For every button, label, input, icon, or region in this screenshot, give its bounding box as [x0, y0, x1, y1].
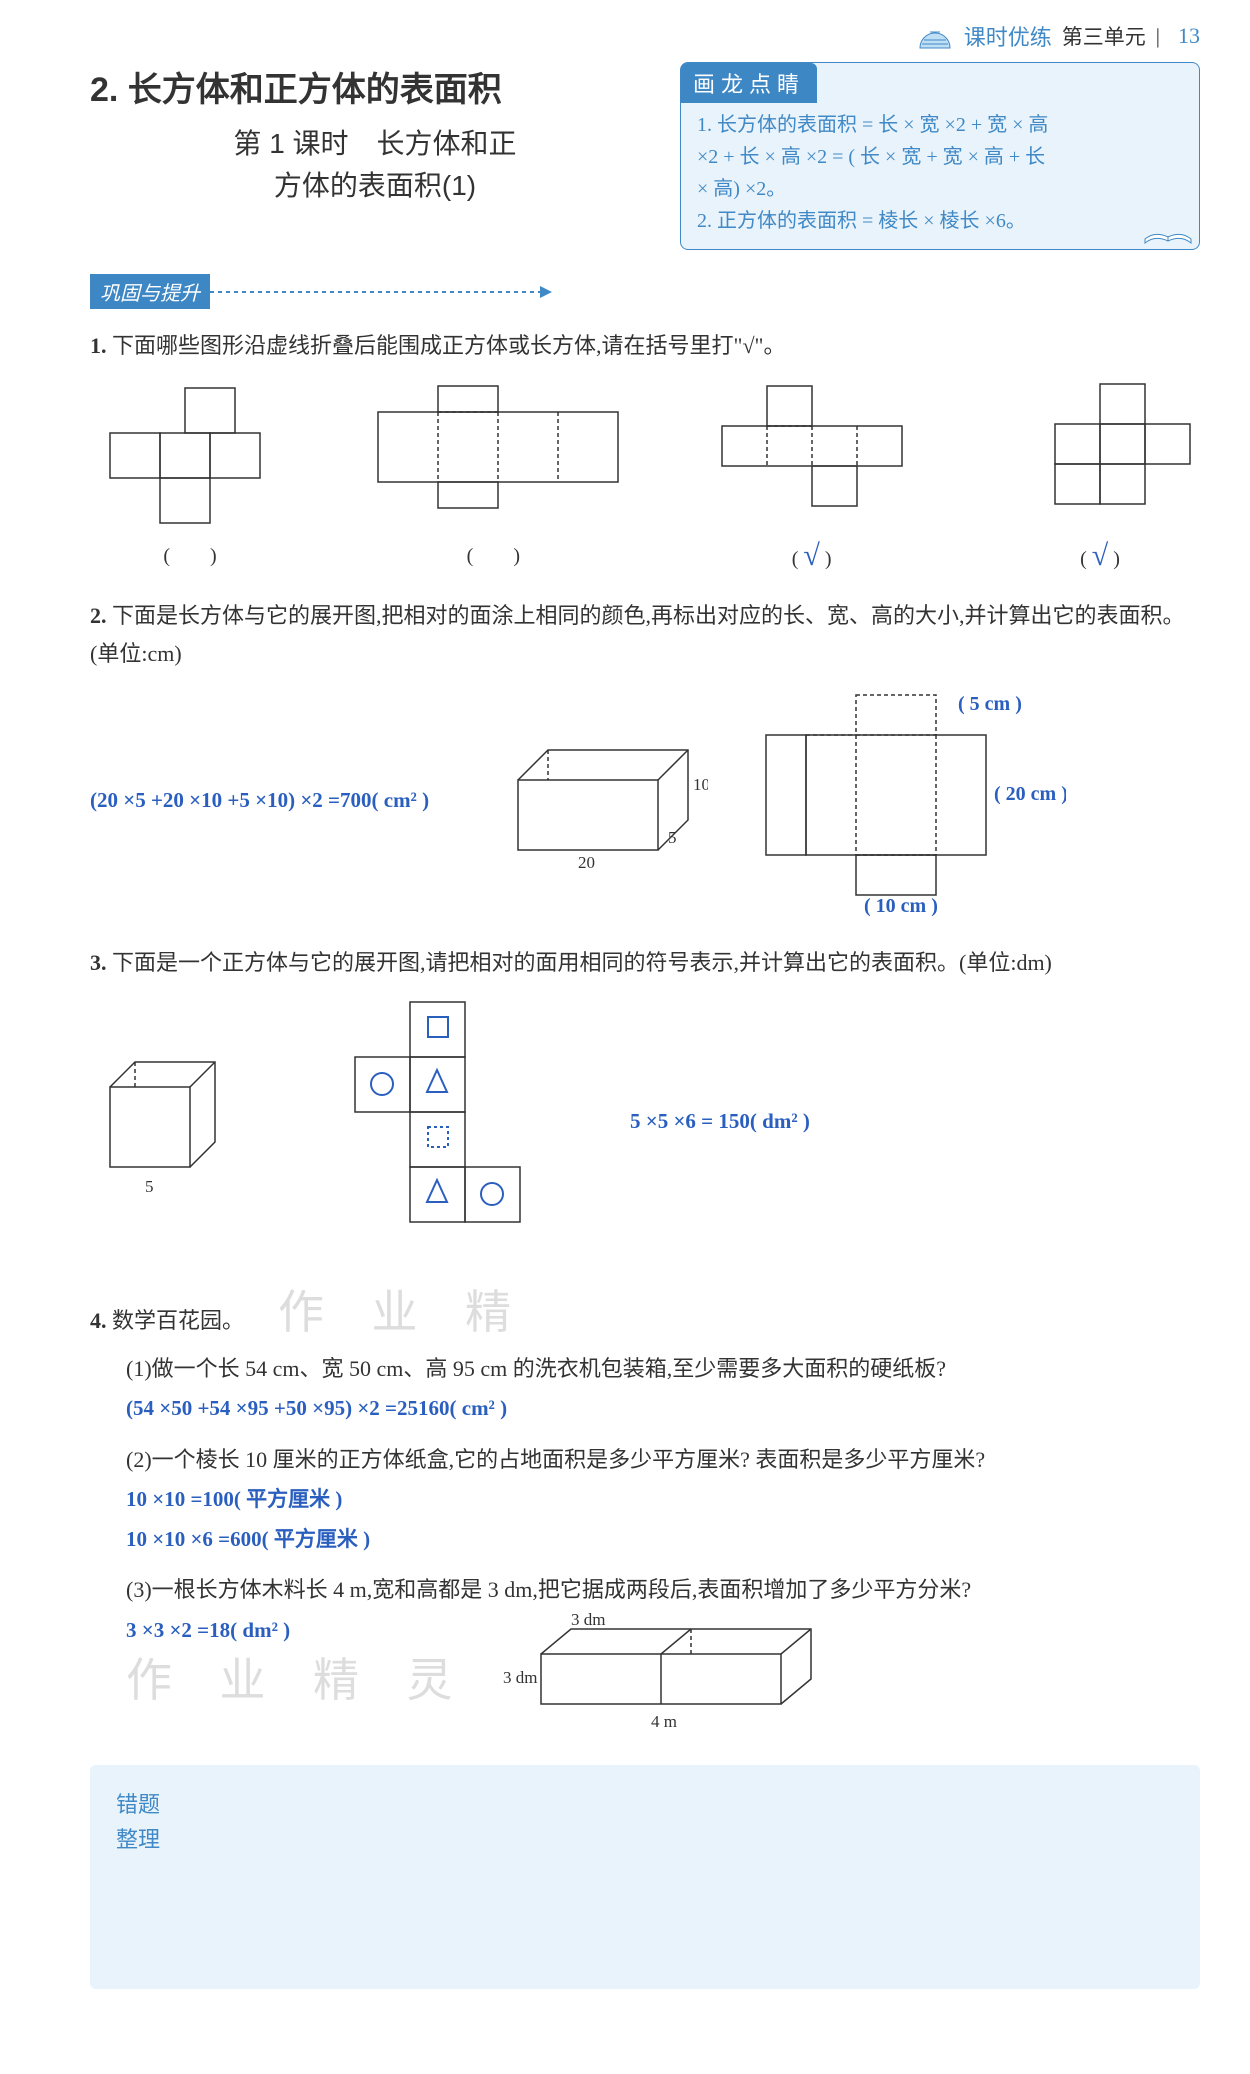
section-tag: 巩固与提升 [90, 274, 210, 309]
q4-head: 数学百花园。 [112, 1308, 244, 1333]
net-figure-1 [90, 378, 290, 528]
svg-text:10: 10 [693, 775, 708, 794]
callout-line: 2. 正方体的表面积 = 棱长 × 棱长 ×6。 [697, 205, 1183, 237]
q4-2-answer-1: 10 ×10 =100( 平方厘米 ) [126, 1482, 1200, 1518]
header-brand: 课时优练 [964, 20, 1052, 52]
cuboid-figure: 10 5 20 [498, 725, 708, 875]
watermark: 作 业 精 灵 [126, 1642, 471, 1720]
q2-text: 下面是长方体与它的展开图,把相对的面涂上相同的颜色,再标出对应的长、宽、高的大小… [90, 603, 1185, 665]
callout-tab: 画龙点睛 [681, 63, 817, 103]
cuboid-net-figure: ( 5 cm ) ( 20 cm ) ( 10 cm ) [736, 680, 1066, 920]
q3-answer: 5 ×5 ×6 = 150( dm² ) [630, 1109, 810, 1134]
q2-answer: (20 ×5 +20 ×10 +5 ×10) ×2 =700( cm² ) [90, 788, 470, 813]
q1-bracket-1: ( ) [90, 539, 290, 568]
q4-1-answer: (54 ×50 +54 ×95 +50 ×95) ×2 =25160( cm² … [126, 1391, 1200, 1427]
q1-bracket-4: ( √ ) [1000, 539, 1200, 573]
svg-text:3 dm: 3 dm [571, 1610, 605, 1629]
svg-text:3 dm: 3 dm [503, 1668, 537, 1687]
wood-figure: 3 dm 3 dm 4 m [501, 1609, 831, 1739]
q1-bracket-2: ( ) [363, 539, 623, 568]
header-unit: 第三单元 [1062, 21, 1146, 51]
sub-title-2: 方体的表面积(1) [90, 165, 660, 207]
q3-number: 3. [90, 950, 112, 975]
q4-number: 4. [90, 1308, 112, 1333]
page-number: 13 [1178, 23, 1200, 49]
svg-text:4 m: 4 m [651, 1712, 677, 1731]
header-sep: | [1156, 24, 1160, 49]
main-title: 2. 长方体和正方体的表面积 [90, 62, 660, 111]
q2-number: 2. [90, 603, 112, 628]
svg-text:( 20 cm ): ( 20 cm ) [994, 783, 1066, 805]
q4-1-text: (1)做一个长 54 cm、宽 50 cm、高 95 cm 的洗衣机包装箱,至少… [126, 1350, 1200, 1387]
q1-bracket-3: ( √ ) [697, 539, 927, 573]
callout-line: × 高) ×2。 [697, 173, 1183, 205]
watermark: 作 业 精 [278, 1287, 529, 1338]
q4-3-text: (3)一根长方体木料长 4 m,宽和高都是 3 dm,把它据成两段后,表面积增加… [126, 1571, 1200, 1608]
callout-line: 1. 长方体的表面积 = 长 × 宽 ×2 + 宽 × 高 [697, 109, 1183, 141]
svg-text:5: 5 [668, 828, 677, 847]
q1-text: 下面哪些图形沿虚线折叠后能围成正方体或长方体,请在括号里打"√"。 [112, 333, 786, 358]
net-figure-4 [1000, 378, 1200, 528]
igloo-icon [916, 22, 954, 50]
q4-2-text: (2)一个棱长 10 厘米的正方体纸盒,它的占地面积是多少平方厘米? 表面积是多… [126, 1441, 1200, 1478]
net-figure-3 [697, 378, 927, 528]
svg-text:20: 20 [578, 853, 595, 872]
svg-text:( 5 cm ): ( 5 cm ) [958, 693, 1022, 715]
book-icon [1143, 209, 1193, 245]
svg-text:5: 5 [145, 1177, 154, 1196]
callout-box: 画龙点睛 1. 长方体的表面积 = 长 × 宽 ×2 + 宽 × 高 ×2 + … [680, 62, 1200, 250]
arrow-line-icon [210, 291, 550, 293]
page-header: 课时优练 第三单元 | 13 [90, 20, 1200, 52]
q3-text: 下面是一个正方体与它的展开图,请把相对的面用相同的符号表示,并计算出它的表面积。… [112, 950, 1052, 975]
notes-line-2: 整理 [116, 1822, 1174, 1857]
q4-2-answer-2: 10 ×10 ×6 =600( 平方厘米 ) [126, 1522, 1200, 1558]
callout-line: ×2 + 长 × 高 ×2 = ( 长 × 宽 + 宽 × 高 + 长 [697, 141, 1183, 173]
cube-figure: 5 [90, 1042, 230, 1202]
cube-net-figure [300, 992, 560, 1252]
net-figure-2 [363, 378, 623, 528]
notes-line-1: 错题 [116, 1787, 1174, 1822]
notes-box: 错题 整理 [90, 1765, 1200, 1989]
sub-title-1: 第 1 课时 长方体和正 [90, 123, 660, 165]
section-bar: 巩固与提升 [90, 274, 1200, 309]
q1-number: 1. [90, 333, 112, 358]
svg-text:( 10 cm ): ( 10 cm ) [864, 895, 938, 917]
